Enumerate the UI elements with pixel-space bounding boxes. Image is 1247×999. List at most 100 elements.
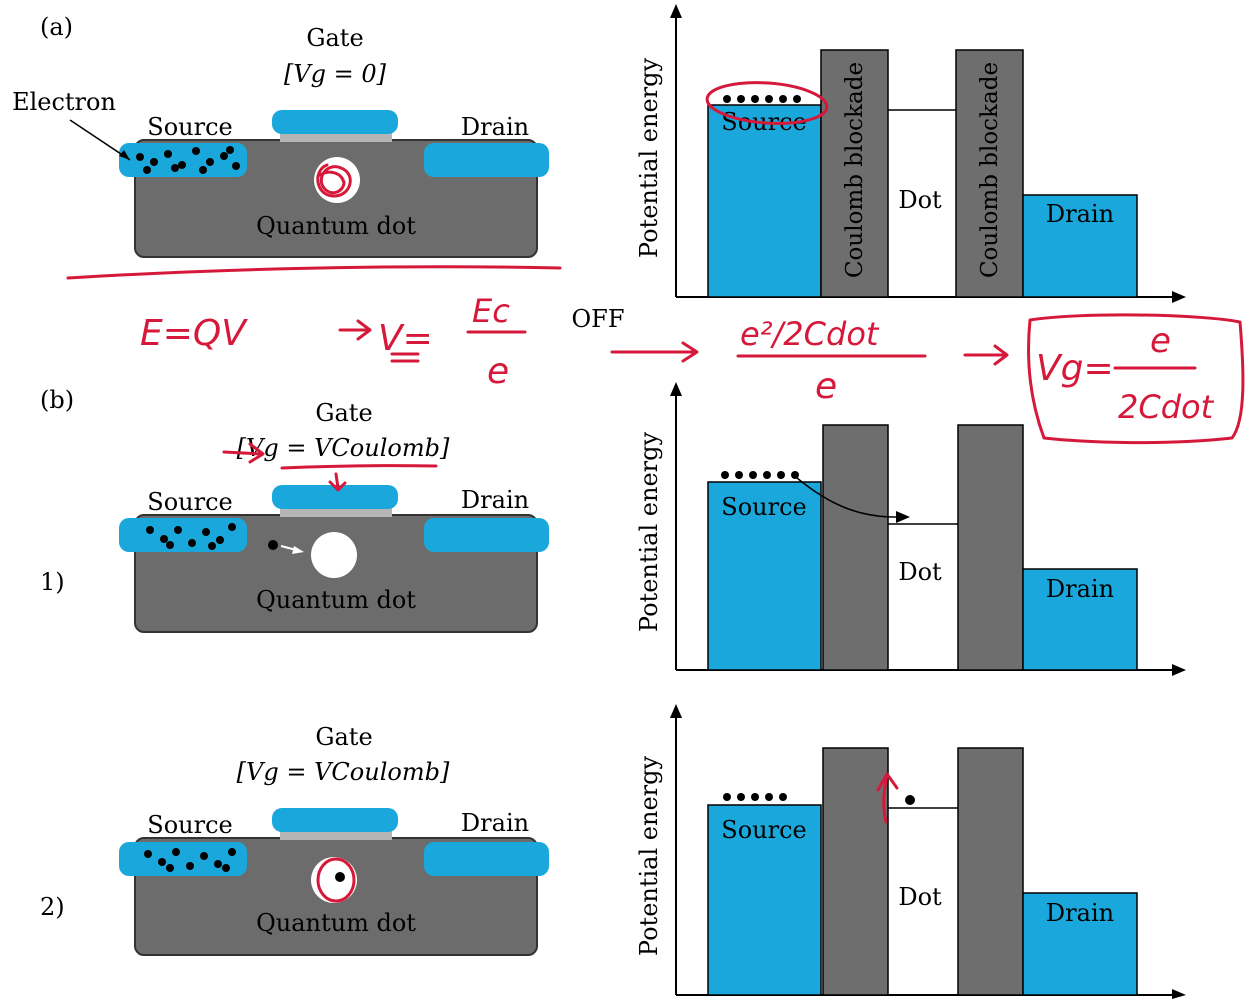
y-axis-label: Potential energy <box>635 432 663 633</box>
ink-arrow-up-barrier <box>876 772 899 824</box>
electron-dots <box>136 146 240 174</box>
drain-block <box>1022 568 1138 671</box>
x-axis-arrowhead <box>1172 291 1186 303</box>
ink-eq-vg: Vg= <box>1036 348 1114 389</box>
x-axis-arrowhead <box>1172 664 1186 676</box>
source-lead <box>119 842 247 876</box>
source-label: Source <box>147 811 232 839</box>
ink-eq-e-den-2: e <box>815 366 837 407</box>
handwritten-equations: E=QV V= Ec e e²/2Cdot e Vg= e 2Cdot <box>140 292 1245 445</box>
barrier-right <box>957 747 1024 996</box>
barrier-right <box>957 424 1024 671</box>
ink-arrow-2 <box>610 341 699 363</box>
barrier-left <box>822 424 889 671</box>
source-block <box>707 481 822 671</box>
drain-label: Drain <box>461 486 529 514</box>
electron-dots <box>144 848 236 872</box>
energy-plot-a: Potential energy Source Coulomb blockade… <box>635 4 1186 303</box>
dot-label: Dot <box>898 883 942 911</box>
electron-pointer-arrowhead <box>119 150 130 160</box>
ink-divider-line <box>66 265 562 280</box>
drain-lead <box>424 518 549 552</box>
ink-eq-ec: Ec <box>472 292 510 330</box>
gate-voltage-label: [Vg = VCoulomb] <box>237 434 450 462</box>
tunneling-electron <box>268 540 278 550</box>
ink-underline-v <box>390 352 420 363</box>
barrier-left <box>822 747 889 996</box>
drain-lead <box>424 842 549 876</box>
ink-eq-e-den: e <box>487 351 509 392</box>
y-axis-label: Potential energy <box>635 756 663 957</box>
ink-small-arrow-gate <box>328 472 347 492</box>
source-electrons <box>723 95 801 103</box>
ink-eq-v: V= <box>378 318 433 359</box>
ink-eq-vg-2cdot: 2Cdot <box>1118 388 1215 426</box>
y-axis-arrowhead <box>670 4 682 18</box>
ink-eq-vg-e: e <box>1150 321 1171 361</box>
tunneling-path-arrowhead <box>896 511 910 523</box>
ink-arrow-to-vg <box>222 442 265 464</box>
drain-label: Drain <box>461 113 529 141</box>
gate-label: Gate <box>315 399 372 427</box>
drain-block <box>1022 194 1138 298</box>
quantum-dot-label: Quantum dot <box>256 212 416 240</box>
gate-label: Gate <box>315 723 372 751</box>
trapped-electron <box>335 872 345 882</box>
source-lead <box>119 143 247 177</box>
ink-circle-source-electrons <box>705 81 829 125</box>
source-block <box>707 804 822 996</box>
gate-voltage-label: [Vg = VCoulomb] <box>237 758 450 786</box>
electron-label: Electron <box>12 88 116 116</box>
gate-electrode <box>272 485 398 509</box>
drain-block-label: Drain <box>1046 575 1114 603</box>
source-block-label: Source <box>721 493 806 521</box>
quantum-dot-well <box>311 532 357 578</box>
gate-label: Gate <box>306 24 363 52</box>
electron-dots <box>146 523 236 550</box>
x-axis-arrowhead <box>1172 989 1186 999</box>
gate-electrode <box>272 110 398 134</box>
quantum-dot-label: Quantum dot <box>256 586 416 614</box>
ink-box-vg <box>1027 313 1245 445</box>
quantum-dot-label: Quantum dot <box>256 909 416 937</box>
barrier-right-label: Coulomb blockade <box>977 62 1003 278</box>
ink-scribble-dot <box>316 163 352 198</box>
device-a: Gate [Vg = 0] Source Drain Quantum dot E… <box>12 24 549 258</box>
gate-electrode <box>272 808 398 832</box>
y-axis-label: Potential energy <box>635 58 663 259</box>
source-block-label: Source <box>721 816 806 844</box>
y-axis-arrowhead <box>670 382 682 396</box>
device-b2: Gate [Vg = VCoulomb] Source Drain Quantu… <box>119 723 549 956</box>
barrier-left-label: Coulomb blockade <box>842 62 868 278</box>
ink-underline-vcoulomb <box>280 464 438 470</box>
panel-label-a: (a) <box>40 13 73 41</box>
drain-block-label: Drain <box>1046 899 1114 927</box>
source-label: Source <box>147 488 232 516</box>
off-label: OFF <box>572 305 625 333</box>
drain-label: Drain <box>461 809 529 837</box>
ink-eq-e-qv: E=QV <box>140 313 248 354</box>
ink-circle-trapped-electron <box>316 857 356 903</box>
ink-eq-e2-2cdot: e²/2Cdot <box>740 315 880 353</box>
dot-label: Dot <box>898 558 942 586</box>
electron-pointer-arrow <box>69 119 131 161</box>
drain-block-label: Drain <box>1046 200 1114 228</box>
source-electrons <box>721 471 799 479</box>
source-block <box>707 104 822 298</box>
drain-lead <box>424 143 549 177</box>
energy-plot-b1: Potential energy Source Dot Drain <box>635 382 1186 676</box>
panel-label-b2: 2) <box>40 893 65 921</box>
barrier-left <box>820 49 889 298</box>
drain-block <box>1022 892 1138 996</box>
device-b1: Gate [Vg = VCoulomb] Source Drain Quantu… <box>119 399 549 633</box>
barrier-right <box>955 49 1024 298</box>
source-label: Source <box>147 113 232 141</box>
energy-plot-b2: Potential energy Source Dot Drain <box>635 704 1186 999</box>
dot-electron <box>905 795 915 805</box>
gate-voltage-label: [Vg = 0] <box>284 60 387 88</box>
tunneling-arrowhead <box>292 546 304 554</box>
source-lead <box>119 518 247 552</box>
panel-label-b: (b) <box>40 386 74 414</box>
source-electrons <box>723 793 787 801</box>
